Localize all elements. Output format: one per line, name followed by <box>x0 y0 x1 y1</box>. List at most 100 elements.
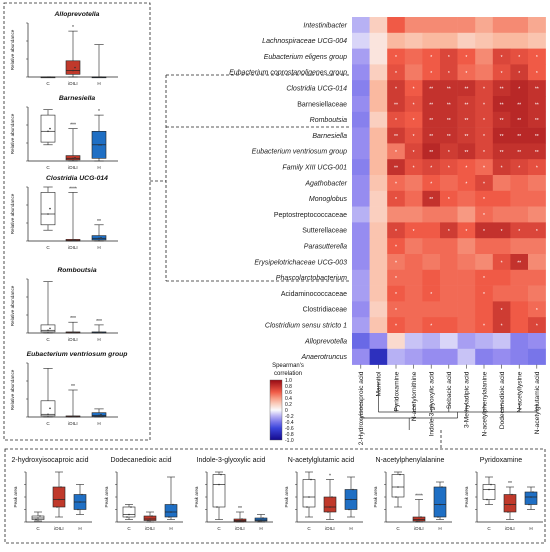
significance-star: * <box>448 197 450 203</box>
significance-star: ** <box>464 134 468 140</box>
heatmap-cell <box>475 175 494 192</box>
data-point <box>47 76 49 78</box>
heatmap-cell <box>387 285 406 302</box>
significance-label: ** <box>238 506 242 512</box>
heatmap-cell <box>492 32 511 49</box>
left-boxplot-panels: Alloprevotella Relative abundance C iDILI * H… <box>10 11 127 426</box>
significance-star: ** <box>500 150 504 156</box>
data-point <box>72 415 74 418</box>
heatmap-row-label: Family XIII UCG-001 <box>282 165 347 172</box>
heatmap-cell <box>352 175 370 192</box>
left-group-label: iDILI <box>68 245 77 250</box>
heatmap-cell <box>369 175 388 192</box>
heatmap-cell <box>492 190 511 207</box>
left-group-label: iDILI <box>68 81 77 86</box>
heatmap-cell <box>404 269 423 286</box>
heatmap-cell <box>528 333 546 350</box>
heatmap-cell <box>387 206 406 223</box>
heatmap-cell <box>510 348 529 365</box>
heatmap-cell <box>440 301 458 318</box>
significance-star: * <box>483 150 485 156</box>
heatmap-cell <box>404 348 423 365</box>
left-axis-title: Relative abundance <box>10 113 15 154</box>
data-point <box>74 415 76 418</box>
heatmap-cell <box>422 127 441 144</box>
heatmap-cell <box>475 285 494 302</box>
heatmap-cell <box>492 96 511 113</box>
significance-star: * <box>448 55 450 61</box>
significance-star: * <box>448 150 450 156</box>
heatmap-cell <box>387 301 406 318</box>
heatmap-cell <box>404 206 423 223</box>
heatmap-cell <box>528 301 546 318</box>
bottom-axis-title: Peak area <box>373 486 378 507</box>
heatmap-cell <box>369 206 388 223</box>
box <box>503 494 517 513</box>
heatmap-cell <box>422 48 441 65</box>
heatmap-cell <box>457 175 476 192</box>
heatmap-cell <box>510 96 529 113</box>
heatmap-cell <box>440 127 458 144</box>
heatmap-cell <box>475 80 494 97</box>
heatmap-row-label: Eubacterium ventriosum group <box>252 149 347 156</box>
legend-tick-label: 1.0 <box>285 378 292 384</box>
significance-star: ** <box>517 260 521 266</box>
heatmap-cell <box>369 96 388 113</box>
data-point <box>399 473 401 476</box>
heatmap-column-label: Pyridoxamine <box>393 371 400 411</box>
significance-label: ** <box>508 481 512 487</box>
heatmap-cell <box>475 333 494 350</box>
heatmap-cell <box>404 143 423 160</box>
significance-star: * <box>395 181 397 187</box>
heatmap-cell <box>369 285 388 302</box>
left-panel: Barnesiella Relative abundance C iDILI *** H * <box>10 95 118 170</box>
heatmap-cell <box>422 238 441 255</box>
significance-star: ** <box>517 134 521 140</box>
bottom-panels-border <box>4 448 546 544</box>
heatmap-cell <box>475 17 494 34</box>
box <box>302 479 316 508</box>
data-point <box>532 491 534 493</box>
heatmap-column-label: Sebacic acid <box>446 371 453 409</box>
heatmap-cell <box>492 222 511 239</box>
data-point <box>77 508 79 511</box>
bottom-boxplot-panels: 2-hydroxyisocaproic acid Peak area C iDILI H… <box>11 457 543 531</box>
data-point <box>49 407 51 410</box>
heatmap-cell <box>422 111 441 128</box>
heatmap-cell <box>352 190 370 207</box>
heatmap-cell <box>440 348 458 365</box>
significance-star: * <box>430 166 432 172</box>
significance-star: ** <box>517 118 521 124</box>
bottom-panel-title: Pyridoxamine <box>480 457 523 464</box>
heatmap-cell <box>510 143 529 160</box>
legend-colorbar <box>269 379 283 441</box>
data-point <box>37 517 39 519</box>
significance-star: ** <box>429 118 433 124</box>
heatmap-cell <box>404 190 423 207</box>
heatmap-cell <box>510 190 529 207</box>
significance-star: * <box>483 276 485 282</box>
heatmap-cell <box>492 143 511 160</box>
significance-label: * <box>98 109 100 115</box>
heatmap-row-label: Acidaminococcaceae <box>281 291 347 298</box>
bottom-group-label: C <box>487 526 491 531</box>
significance-star: ** <box>429 197 433 203</box>
heatmap-cell <box>422 17 441 34</box>
left-group-label: C <box>46 81 50 86</box>
box <box>122 506 136 518</box>
bottom-group-label: iDILI <box>235 526 244 531</box>
heatmap-cell <box>422 32 441 49</box>
heatmap-cell <box>475 48 494 65</box>
legend-title-line1: Spearman's <box>272 363 304 369</box>
heatmap-cell <box>352 159 370 176</box>
heatmap-cell <box>352 17 370 34</box>
significance-star: * <box>413 118 415 124</box>
heatmap-cell <box>457 222 476 239</box>
left-axis-title: Relative abundance <box>10 285 15 326</box>
data-point <box>130 506 132 508</box>
data-point <box>348 508 350 511</box>
data-point <box>72 69 74 72</box>
heatmap-cell <box>528 348 546 365</box>
heatmap-cell <box>528 175 546 192</box>
